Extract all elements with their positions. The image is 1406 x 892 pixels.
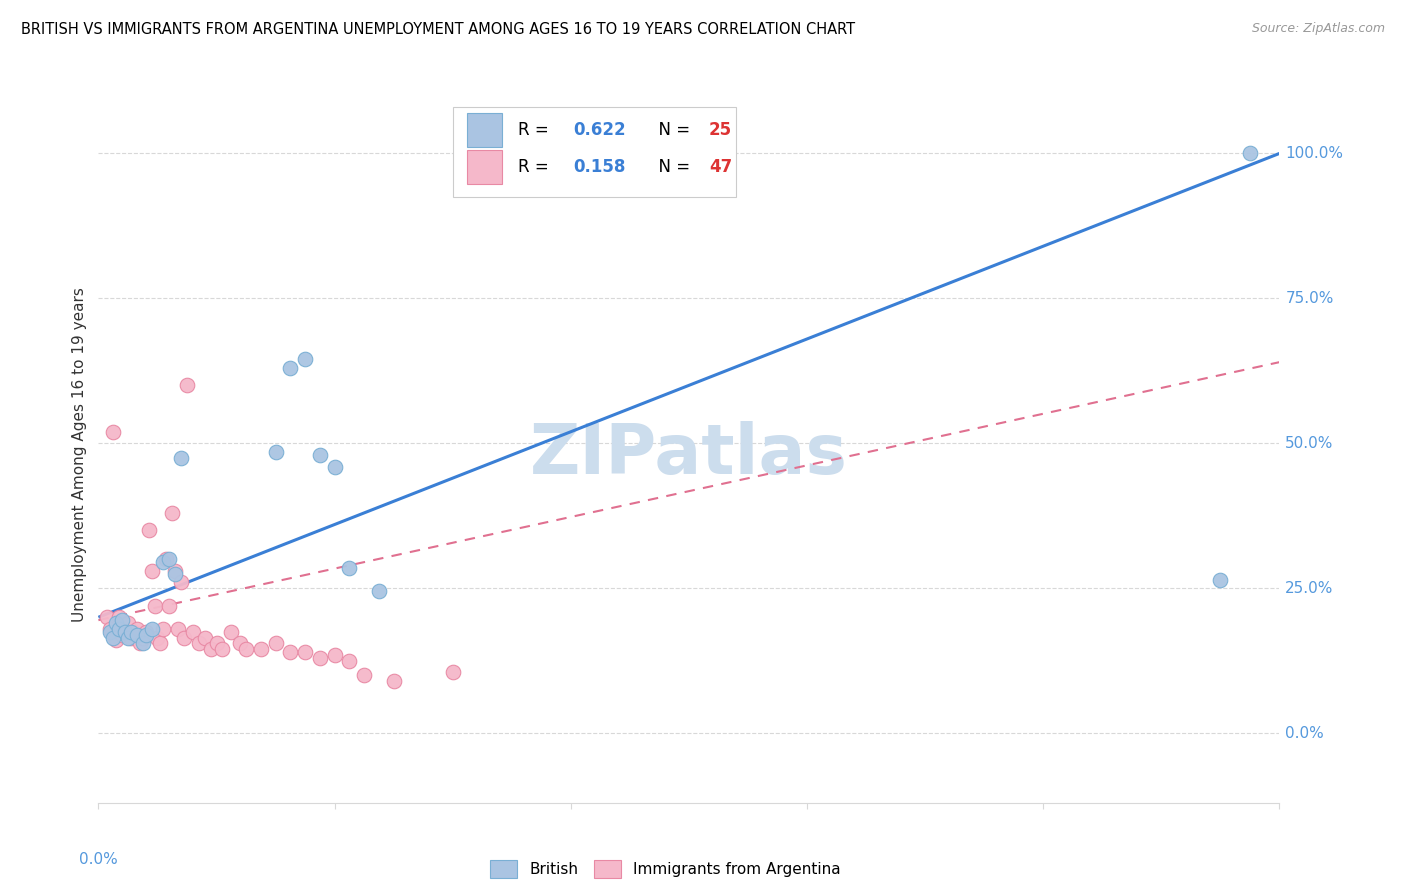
Point — [170, 575, 193, 590]
Text: R =: R = — [517, 158, 554, 176]
Point — [108, 622, 131, 636]
Point — [309, 651, 332, 665]
Bar — [467, 150, 502, 184]
Point — [114, 624, 136, 639]
Point — [165, 566, 187, 581]
Point — [278, 361, 302, 376]
Point — [441, 665, 464, 680]
Point — [105, 615, 128, 630]
Text: 50.0%: 50.0% — [1285, 436, 1334, 450]
Point — [135, 624, 157, 639]
Point — [98, 624, 121, 639]
Point — [353, 668, 375, 682]
Text: ZIPatlas: ZIPatlas — [530, 421, 848, 489]
Text: Source: ZipAtlas.com: Source: ZipAtlas.com — [1251, 22, 1385, 36]
Point — [194, 631, 217, 645]
Point — [229, 636, 252, 650]
Point — [368, 584, 391, 599]
Text: 0.0%: 0.0% — [79, 852, 118, 866]
Point — [235, 642, 257, 657]
Point — [337, 654, 360, 668]
Point — [141, 564, 163, 578]
Point — [264, 445, 287, 459]
Point — [162, 506, 183, 520]
Point — [120, 631, 142, 645]
Point — [132, 631, 155, 645]
Point — [278, 645, 302, 659]
Point — [149, 636, 172, 650]
Point — [1209, 573, 1232, 587]
Point — [211, 642, 233, 657]
Point — [181, 624, 204, 639]
Point — [157, 552, 180, 566]
Text: 47: 47 — [709, 158, 733, 176]
Point — [135, 628, 157, 642]
Point — [117, 631, 139, 645]
Point — [337, 561, 360, 575]
Point — [219, 624, 242, 639]
Point — [132, 636, 155, 650]
Point — [111, 613, 134, 627]
Point — [105, 633, 128, 648]
Point — [108, 610, 131, 624]
Point — [264, 636, 287, 650]
Point — [122, 624, 145, 639]
Point — [146, 631, 169, 645]
Point — [205, 636, 228, 650]
Point — [173, 631, 195, 645]
Point — [323, 459, 346, 474]
Point — [103, 425, 125, 439]
Point — [382, 674, 405, 689]
Point — [165, 564, 187, 578]
Point — [250, 642, 273, 657]
Y-axis label: Unemployment Among Ages 16 to 19 years: Unemployment Among Ages 16 to 19 years — [72, 287, 87, 623]
Point — [141, 622, 163, 636]
Text: 25.0%: 25.0% — [1285, 581, 1334, 596]
Point — [167, 622, 190, 636]
Point — [170, 450, 193, 465]
Point — [176, 378, 198, 392]
Text: 0.0%: 0.0% — [1285, 726, 1324, 740]
Text: 75.0%: 75.0% — [1285, 291, 1334, 306]
Text: N =: N = — [648, 121, 695, 139]
Point — [157, 599, 180, 613]
Point — [128, 636, 150, 650]
Point — [143, 599, 166, 613]
Bar — [467, 113, 502, 146]
Point — [1239, 146, 1261, 161]
Text: R =: R = — [517, 121, 554, 139]
Text: BRITISH VS IMMIGRANTS FROM ARGENTINA UNEMPLOYMENT AMONG AGES 16 TO 19 YEARS CORR: BRITISH VS IMMIGRANTS FROM ARGENTINA UNE… — [21, 22, 855, 37]
Point — [155, 552, 177, 566]
Point — [138, 523, 160, 537]
Point — [309, 448, 332, 462]
Point — [111, 628, 134, 642]
Point — [114, 624, 136, 639]
Point — [98, 622, 121, 636]
Point — [152, 555, 174, 569]
Legend: British, Immigrants from Argentina: British, Immigrants from Argentina — [482, 853, 849, 886]
Point — [117, 615, 139, 630]
Point — [103, 631, 125, 645]
Point — [200, 642, 222, 657]
Point — [294, 645, 316, 659]
Text: 25: 25 — [709, 121, 733, 139]
Point — [96, 610, 118, 624]
Bar — [453, 107, 737, 197]
Text: 0.622: 0.622 — [574, 121, 626, 139]
Point — [125, 622, 148, 636]
Point — [187, 636, 209, 650]
Point — [120, 624, 142, 639]
Text: 100.0%: 100.0% — [1285, 146, 1343, 161]
Text: N =: N = — [648, 158, 695, 176]
Point — [152, 622, 174, 636]
Point — [125, 628, 148, 642]
Point — [323, 648, 346, 662]
Point — [294, 352, 316, 367]
Text: 0.158: 0.158 — [574, 158, 626, 176]
